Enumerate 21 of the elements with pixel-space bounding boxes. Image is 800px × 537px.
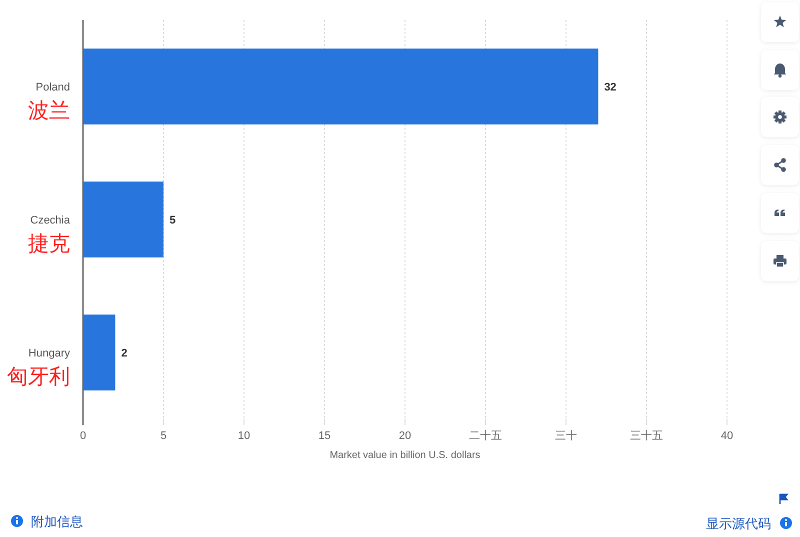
- y-tick-label: Hungary 匈牙利: [7, 348, 70, 388]
- data-label: 2: [121, 348, 128, 360]
- text: 显示源代码: [706, 516, 771, 531]
- x-axis-title: Market value in billion U.S. dollars: [330, 450, 480, 461]
- x-tick-label: 三十五: [630, 428, 663, 442]
- x-tick-label: 20: [398, 430, 412, 442]
- text: 附加信息: [31, 514, 83, 529]
- y-tick-label: Czechia 捷克: [28, 214, 71, 256]
- x-tick-label: 0: [80, 430, 86, 442]
- y-tick-label: Poland 波兰: [28, 82, 70, 122]
- bar: [83, 48, 598, 124]
- x-tick-label: 二十五: [469, 428, 502, 442]
- x-tick-label: 10: [238, 430, 250, 442]
- data-label: 32: [604, 82, 616, 94]
- x-tick-label: 三十: [555, 428, 577, 442]
- bar: [83, 182, 164, 258]
- x-tick-label: 40: [720, 430, 734, 442]
- data-label: 5: [170, 214, 176, 226]
- bar: [83, 314, 116, 390]
- x-tick-label: 5: [160, 430, 167, 442]
- x-tick-label: 15: [318, 430, 331, 442]
